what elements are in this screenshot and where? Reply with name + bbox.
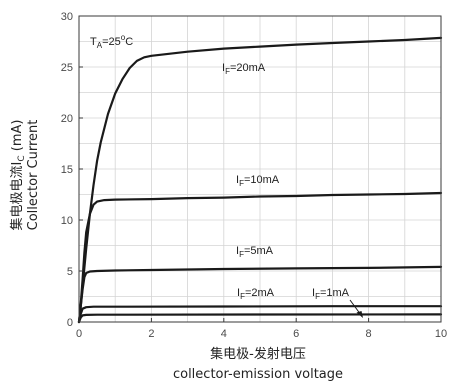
plot-curves xyxy=(77,36,443,324)
y-tick-label: 15 xyxy=(61,164,73,176)
series-line xyxy=(77,313,443,324)
leader-arrow-head xyxy=(356,311,363,318)
y-tick-label: 5 xyxy=(67,266,73,278)
series-label: IF=10mA xyxy=(236,174,280,188)
x-tick-label: 8 xyxy=(366,328,372,340)
series-label: IF=2mA xyxy=(237,287,275,301)
axis-ticks xyxy=(78,15,442,323)
series-line xyxy=(77,191,443,324)
y-tick-labels: 0 5 10 15 20 25 30 xyxy=(61,11,73,329)
x-tick-labels: 0 2 4 6 8 10 xyxy=(76,328,447,340)
y-axis-title-cn: 集电极电流IC (mA) xyxy=(9,120,27,231)
x-tick-label: 6 xyxy=(293,328,299,340)
y-tick-label: 20 xyxy=(61,113,73,125)
y-tick-label: 30 xyxy=(61,11,73,23)
y-tick-label: 0 xyxy=(67,317,73,329)
series-label: IF=5mA xyxy=(236,245,274,259)
x-tick-label: 0 xyxy=(76,328,82,340)
series-line xyxy=(77,265,443,324)
y-tick-label: 10 xyxy=(61,215,73,227)
y-axis-title-en: Collector Current xyxy=(26,120,41,231)
x-tick-label: 2 xyxy=(148,328,154,340)
x-tick-label: 4 xyxy=(221,328,227,340)
series-label: IF=20mA xyxy=(222,62,266,76)
curve-labels: IF=20mA IF=10mA IF=5mA IF=2mA IF=1mA xyxy=(222,62,363,318)
series-line xyxy=(77,305,443,324)
temperature-condition: TA=25oC xyxy=(90,33,133,50)
series-label: IF=1mA xyxy=(312,287,350,301)
x-axis-title-en: collector-emission voltage xyxy=(173,367,343,382)
y-axis-title-en-group: Collector Current xyxy=(26,120,41,231)
x-axis-title-cn: 集电极-发射电压 xyxy=(210,346,306,362)
y-tick-label: 25 xyxy=(61,62,73,74)
y-axis-title-cn-group: 集电极电流IC (mA) xyxy=(9,120,27,231)
x-tick-label: 10 xyxy=(435,328,447,340)
